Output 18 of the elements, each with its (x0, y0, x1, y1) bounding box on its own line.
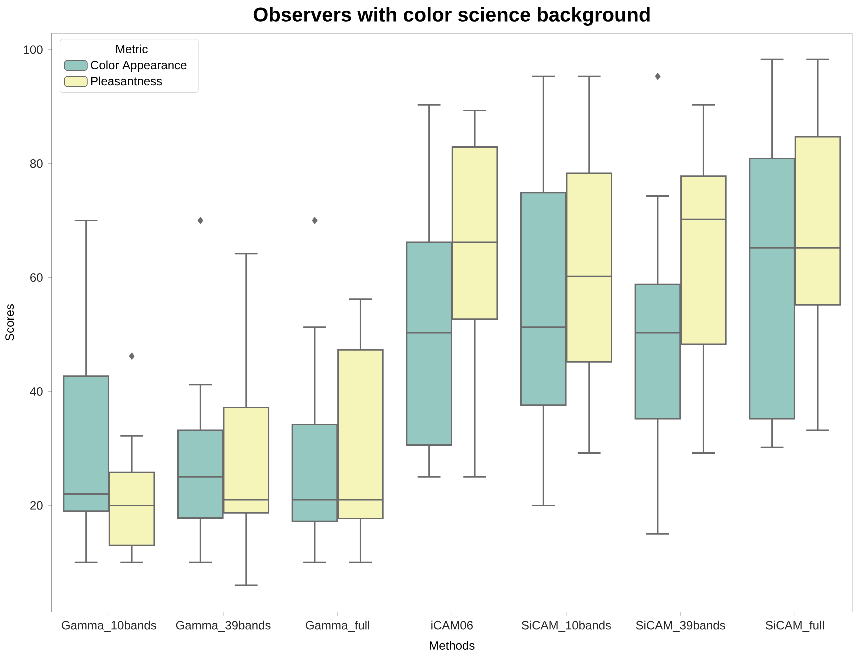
x-tick-label: Gamma_39bands (176, 620, 271, 632)
x-axis-title: Methods (430, 641, 475, 650)
x-tick-label: SiCAM_39bands (636, 620, 726, 632)
y-tick-label: 40 (30, 388, 43, 396)
y-tick-label: 100 (24, 46, 43, 54)
legend-title: Metric (116, 44, 148, 54)
x-tick-label: SiCAM_10bands (522, 620, 612, 632)
y-tick-label: 60 (30, 274, 43, 282)
x-tick-label: Gamma_10bands (62, 620, 156, 632)
y-tick-label: 20 (30, 501, 43, 510)
x-tick-label: iCAM06 (432, 620, 473, 630)
x-tick-label: Gamma_full (306, 620, 370, 632)
y-tick-label: 80 (30, 160, 43, 168)
x-tick-label: SiCAM_full (766, 620, 824, 632)
y-axis-title: Scores (6, 304, 14, 341)
legend-label: Pleasantness (92, 76, 162, 86)
legend-label: Color Appearance (91, 60, 187, 72)
chart-title: Observers with color science background (254, 7, 650, 26)
